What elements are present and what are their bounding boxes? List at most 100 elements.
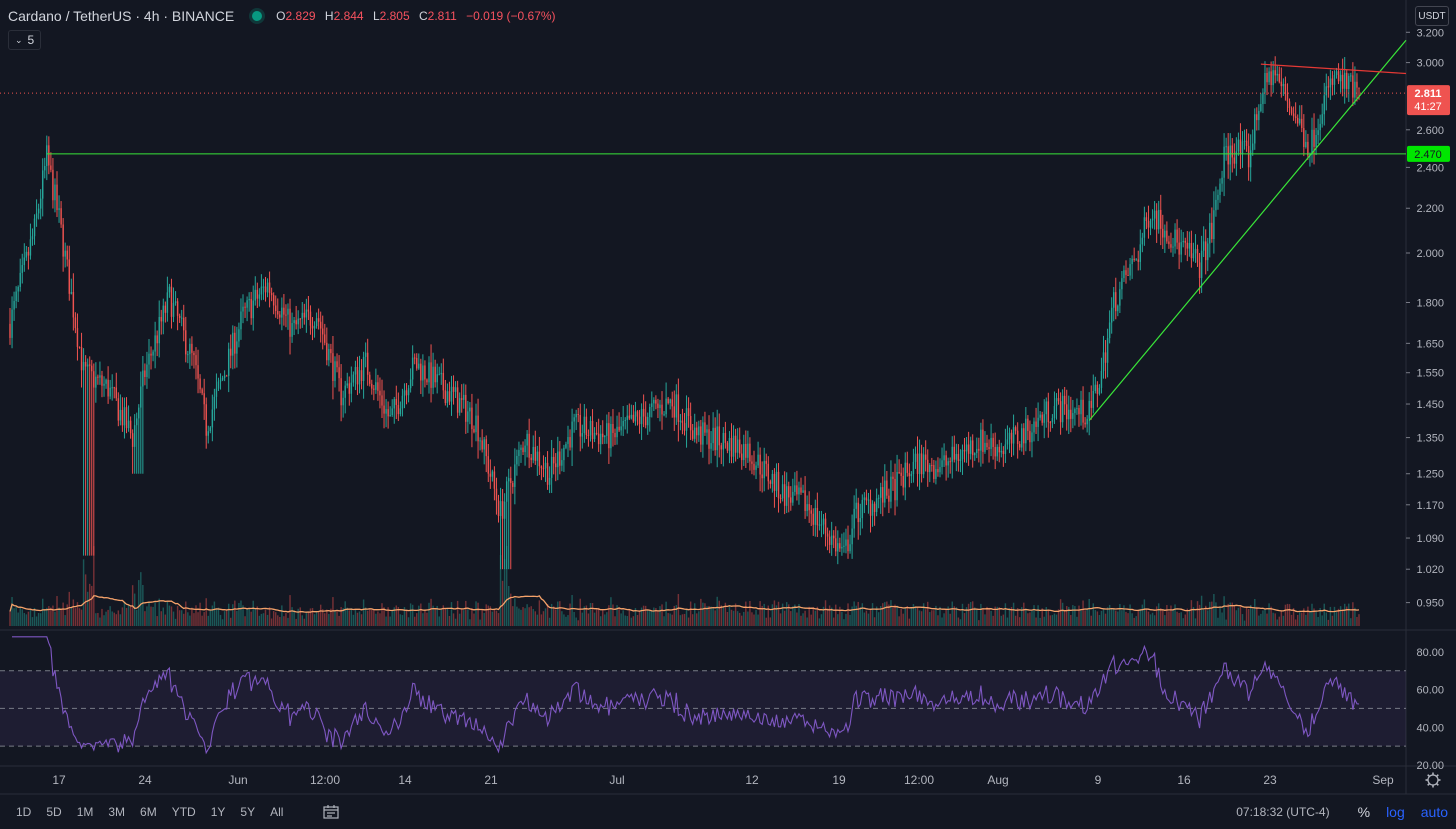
- candle-body: [837, 543, 839, 552]
- volume-bar: [95, 613, 97, 626]
- calendar-range-icon[interactable]: [323, 805, 340, 819]
- timeframe-5y[interactable]: 5Y: [240, 805, 256, 819]
- volume-bar: [1149, 614, 1152, 626]
- candle-body: [1172, 246, 1174, 248]
- volume-bar: [1068, 606, 1070, 626]
- log-scale-toggle[interactable]: log: [1386, 804, 1405, 820]
- volume-bar: [473, 613, 475, 626]
- currency-button[interactable]: USDT: [1415, 6, 1449, 26]
- volume-bar: [761, 605, 763, 626]
- volume-bar: [1047, 609, 1050, 626]
- timeframe-6m[interactable]: 6M: [140, 805, 157, 819]
- candle-body: [644, 416, 647, 426]
- timeframe-1d[interactable]: 1D: [16, 805, 32, 819]
- candle-body: [268, 282, 271, 293]
- percent-scale-toggle[interactable]: %: [1357, 804, 1371, 820]
- price-tick-label: 2.000: [1416, 248, 1444, 260]
- volume-bar: [348, 610, 351, 626]
- candle-body: [64, 250, 66, 257]
- volume-bar: [1102, 609, 1105, 626]
- candle-body: [1219, 183, 1221, 195]
- candle-body: [565, 443, 567, 448]
- timeframe-3m[interactable]: 3M: [108, 805, 126, 819]
- candle-body: [828, 536, 831, 545]
- timeframe-1y[interactable]: 1Y: [210, 805, 226, 819]
- volume-bar: [1354, 607, 1356, 626]
- volume-bar: [1198, 604, 1201, 626]
- candle-body: [702, 422, 704, 445]
- volume-bar: [99, 617, 101, 626]
- volume-bar: [93, 546, 95, 626]
- chevron-down-icon: ⌄: [15, 34, 23, 45]
- candle-body: [736, 439, 739, 453]
- candle-body: [1153, 210, 1156, 219]
- candle-body: [616, 426, 618, 438]
- volume-bar: [119, 614, 122, 626]
- volume-bar: [971, 601, 974, 626]
- candle-body: [871, 503, 874, 516]
- time-tick-label: 17: [52, 773, 66, 787]
- volume-bar: [779, 613, 782, 626]
- volume-bar: [230, 617, 232, 626]
- volume-bar: [620, 613, 622, 626]
- volume-bar: [528, 607, 530, 626]
- candle-body: [624, 420, 626, 422]
- candle-body: [710, 443, 712, 449]
- volume-bar: [238, 603, 240, 626]
- candle-body: [95, 376, 97, 388]
- rsi-tick-label: 20.00: [1416, 760, 1444, 772]
- volume-bar: [702, 602, 704, 626]
- volume-bar: [996, 606, 998, 626]
- candle-body: [1243, 140, 1246, 142]
- settings-gear-icon[interactable]: [1425, 772, 1441, 788]
- indicators-toggle-button[interactable]: ⌄ 5: [8, 30, 42, 50]
- volume-bar: [798, 604, 800, 626]
- candle-body: [1262, 92, 1264, 105]
- candle-body: [957, 453, 960, 461]
- timeframe-5d[interactable]: 5D: [46, 805, 62, 819]
- volume-bar: [516, 606, 518, 626]
- timeframe-1m[interactable]: 1M: [76, 805, 94, 819]
- volume-bar: [924, 609, 927, 626]
- candle-body: [117, 398, 120, 421]
- candle-body: [1166, 230, 1168, 242]
- candle-body: [369, 374, 371, 384]
- candle-body: [773, 473, 776, 491]
- price-tick-label: 3.200: [1416, 27, 1444, 39]
- candle-body: [1282, 83, 1285, 87]
- low-value: 2.805: [379, 9, 410, 23]
- candle-body: [19, 272, 21, 288]
- volume-bar: [953, 606, 956, 626]
- volume-bar: [62, 602, 64, 626]
- candle-body: [1299, 118, 1301, 124]
- candle-body: [1301, 118, 1303, 129]
- candle-body: [1102, 352, 1105, 371]
- candle-body: [873, 503, 876, 512]
- timeframe-ytd[interactable]: YTD: [171, 805, 196, 819]
- volume-bar: [563, 614, 565, 626]
- candle-body: [963, 449, 966, 452]
- volume-bar: [683, 613, 686, 626]
- candle-body: [1012, 427, 1015, 444]
- volume-bar: [810, 614, 812, 626]
- volume-bar: [389, 616, 391, 626]
- price-tick-label: 1.550: [1416, 368, 1444, 380]
- volume-bar: [745, 601, 747, 626]
- timeframe-all[interactable]: All: [270, 805, 284, 819]
- clock-timezone[interactable]: 07:18:32 (UTC-4): [1236, 805, 1330, 819]
- candle-body: [724, 432, 727, 443]
- symbol-title[interactable]: Cardano / TetherUS · 4h · BINANCE: [8, 8, 235, 24]
- candle-body: [1127, 274, 1129, 276]
- auto-scale-toggle[interactable]: auto: [1420, 804, 1448, 820]
- volume-bar: [1168, 611, 1170, 626]
- volume-bar: [1141, 604, 1144, 626]
- volume-bar: [826, 608, 829, 626]
- volume-bar: [773, 600, 776, 626]
- volume-bar: [1323, 603, 1325, 626]
- candle-body: [1129, 264, 1131, 276]
- volume-bar: [593, 612, 596, 626]
- candle-body: [1131, 258, 1133, 265]
- volume-bar: [573, 612, 575, 626]
